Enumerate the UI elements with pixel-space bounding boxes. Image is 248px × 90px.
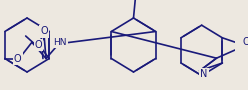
Text: O: O [242,37,248,47]
Text: O: O [35,40,42,50]
Text: O: O [14,53,22,64]
Text: N: N [200,69,208,79]
Text: HN: HN [53,38,67,47]
Text: O: O [40,26,48,37]
